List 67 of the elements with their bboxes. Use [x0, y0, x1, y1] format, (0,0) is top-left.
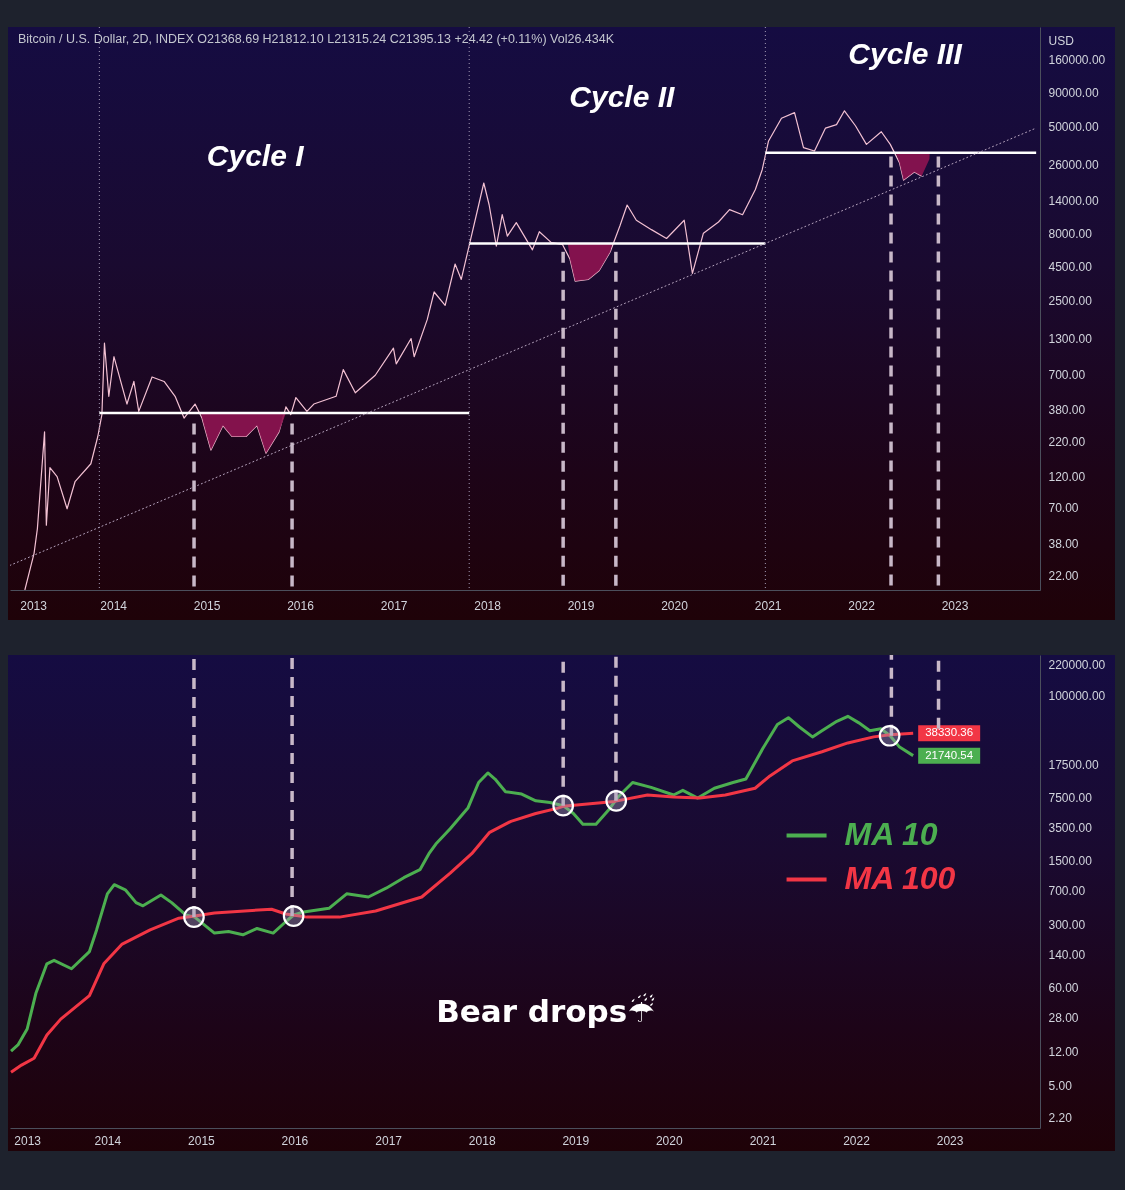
x-tick-label: 2016: [281, 1133, 309, 1148]
y-tick-label: 4500.00: [1048, 260, 1093, 275]
y-tick-label: 100000.00: [1048, 689, 1106, 704]
x-tick-label: 2021: [749, 1133, 777, 1148]
x-tick-label: 2020: [655, 1133, 683, 1148]
y-tick-label: 12.00: [1048, 1044, 1079, 1059]
y-tick-label: 2500.00: [1048, 294, 1093, 309]
x-tick-label: 2018: [468, 1133, 496, 1148]
x-tick-label: 2014: [100, 598, 128, 613]
y-tick-label: 60.00: [1048, 981, 1079, 996]
x-tick-label: 2013: [14, 1133, 42, 1148]
point: [552, 794, 575, 817]
x-tick-label: 2022: [843, 1133, 871, 1148]
y-tick-label: 700.00: [1048, 367, 1086, 382]
point: [183, 906, 205, 928]
x-tick-label: 2023: [941, 598, 969, 613]
y-tick-label: 700.00: [1048, 884, 1086, 899]
y-tick-label: 1500.00: [1048, 854, 1093, 869]
y-tick-label: 50000.00: [1048, 120, 1099, 135]
y-tick-label: 1300.00: [1048, 332, 1093, 347]
y-tick-label: 28.00: [1048, 1011, 1079, 1026]
y-tick-label: 220.00: [1048, 435, 1086, 450]
x-tick-label: 2019: [567, 598, 595, 613]
y-tick-label: 120.00: [1048, 470, 1086, 485]
x-tick-label: 2013: [20, 598, 48, 613]
y-tick-label: 90000.00: [1048, 86, 1099, 101]
y-tick-label: 22.00: [1048, 568, 1079, 583]
point: [605, 790, 628, 812]
x-tick-label: 2022: [848, 598, 876, 613]
y-tick-label: 38.00: [1048, 536, 1079, 551]
point: [878, 724, 901, 747]
x-tick-label: 2015: [188, 1133, 216, 1148]
y-tick-label: 14000.00: [1048, 194, 1099, 209]
annotation: Bear drops☔: [436, 993, 656, 1030]
x-tick-label: 2014: [94, 1133, 122, 1148]
data-label: 21740.54: [925, 748, 974, 761]
y-tick-label: 140.00: [1048, 947, 1086, 962]
y-tick-label: 3500.00: [1048, 821, 1093, 836]
y-axis-title: USD: [1048, 33, 1075, 48]
y-tick-label: 26000.00: [1048, 158, 1099, 173]
y-tick-label: 160000.00: [1048, 52, 1106, 67]
x-tick-label: 2017: [375, 1133, 403, 1148]
x-tick-label: 2017: [380, 598, 408, 613]
y-tick-label: 5.00: [1048, 1079, 1073, 1094]
annotation: Cycle III: [848, 37, 963, 71]
y-tick-label: 8000.00: [1048, 226, 1093, 241]
data-label: 38330.36: [925, 726, 974, 739]
x-tick-label: 2019: [562, 1133, 590, 1148]
x-tick-label: 2020: [661, 598, 689, 613]
legend-label: MA 100: [844, 860, 956, 897]
y-tick-label: 70.00: [1048, 501, 1079, 516]
y-tick-label: 2.20: [1048, 1111, 1073, 1126]
annotation: Cycle I: [206, 139, 305, 173]
x-tick-label: 2015: [193, 598, 221, 613]
point: [282, 905, 305, 927]
y-tick-label: 7500.00: [1048, 791, 1093, 806]
y-tick-label: 17500.00: [1048, 757, 1099, 772]
y-tick-label: 220000.00: [1048, 658, 1106, 672]
x-tick-label: 2023: [936, 1133, 964, 1148]
chart-title: Bitcoin / U.S. Dollar, 2D, INDEX O21368.69 H21812.10 L21315.24 C21395.13 +24.42 (+0.11%) Vol26.434K: [18, 31, 615, 46]
y-tick-label: 380.00: [1048, 403, 1086, 418]
y-tick-label: 300.00: [1048, 917, 1086, 932]
x-tick-label: 2018: [474, 598, 502, 613]
x-tick-label: 2016: [287, 598, 315, 613]
annotation: Cycle II: [569, 79, 676, 113]
x-tick-label: 2021: [754, 598, 782, 613]
legend-label: MA 10: [844, 816, 938, 853]
